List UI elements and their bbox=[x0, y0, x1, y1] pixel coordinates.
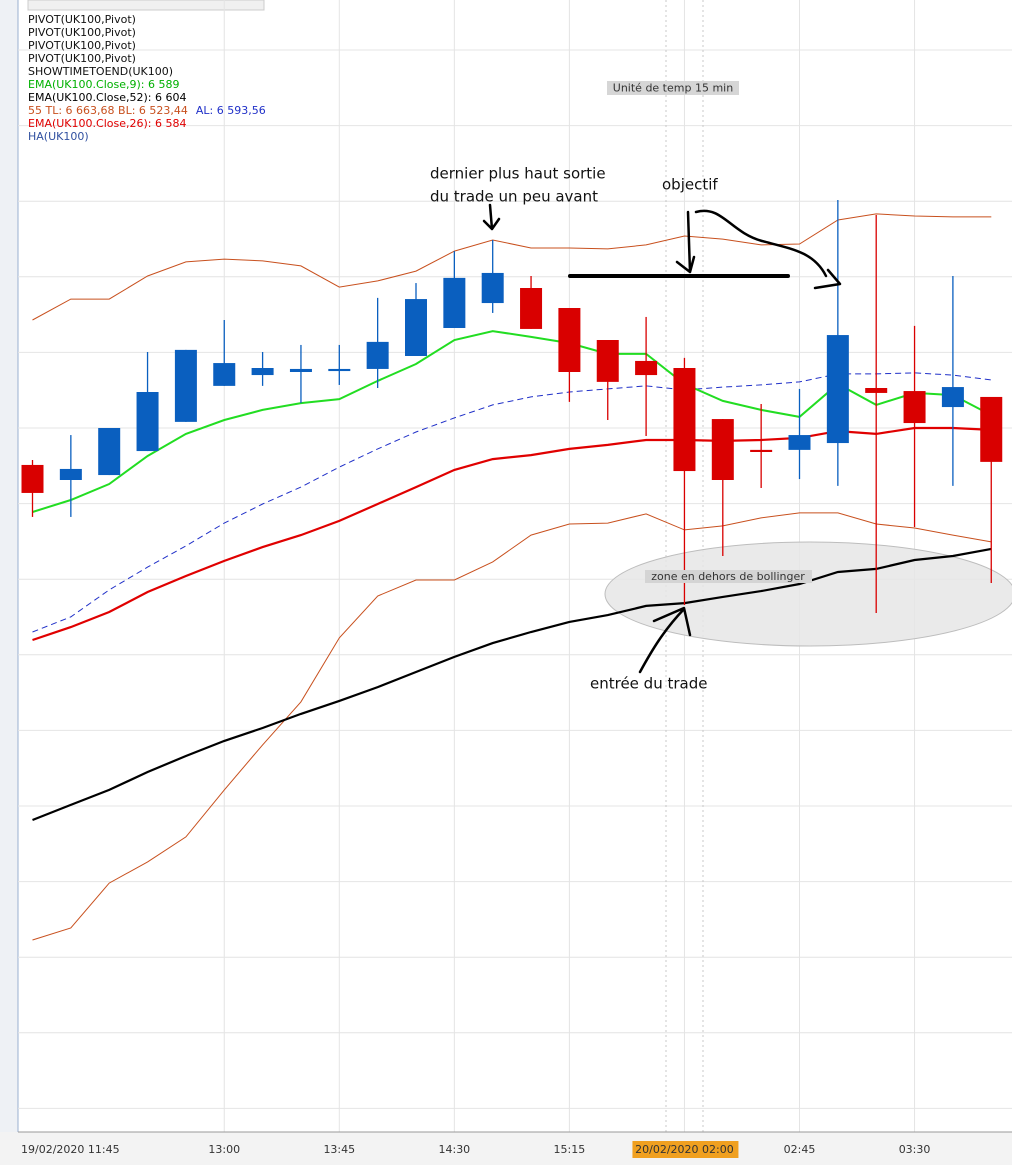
legend-entry: SHOWTIMETOEND(UK100) bbox=[28, 65, 173, 78]
legend-entry: AL: 6 593,56 bbox=[196, 104, 266, 117]
candle-body bbox=[443, 277, 466, 328]
candle-body bbox=[366, 341, 389, 369]
legend-entry: EMA(UK100.Close,9): 6 589 bbox=[28, 78, 179, 91]
zone-label-box bbox=[645, 570, 812, 583]
bollinger-middle bbox=[32, 372, 992, 633]
title-box bbox=[607, 81, 739, 95]
candle-body bbox=[289, 368, 312, 372]
annotation: du trade un peu avant bbox=[430, 188, 598, 206]
legend: PIVOT(UK100,Pivot)PIVOT(UK100,Pivot)PIVO… bbox=[28, 13, 266, 143]
candle-body bbox=[520, 288, 543, 329]
legend-entry: EMA(UK100.Close,26): 6 584 bbox=[28, 117, 186, 130]
legend-entry: PIVOT(UK100,Pivot) bbox=[28, 39, 136, 52]
bollinger-upper bbox=[32, 213, 992, 321]
candle-body bbox=[328, 368, 351, 372]
chart-title: Unité de temp 15 min bbox=[613, 82, 733, 95]
candle-body bbox=[481, 272, 504, 304]
x-tick-label: 13:00 bbox=[208, 1143, 240, 1156]
x-tick-label: 14:30 bbox=[438, 1143, 470, 1156]
x-axis: 19/02/2020 11:45 13:00 13:45 14:30 15:15 20/0… bbox=[21, 1141, 930, 1158]
hand-curve-arrow bbox=[694, 209, 842, 290]
candle-body bbox=[596, 340, 619, 382]
candle-body bbox=[174, 349, 197, 422]
bollinger-lower bbox=[32, 512, 992, 941]
hand-arrow bbox=[638, 606, 692, 674]
candle-body bbox=[865, 388, 888, 393]
x-tick-label: 15:15 bbox=[554, 1143, 586, 1156]
candle-body bbox=[213, 363, 236, 386]
annotation: entrée du trade bbox=[590, 675, 707, 693]
candle-body bbox=[826, 335, 849, 444]
candle-body bbox=[750, 449, 773, 452]
candle-body bbox=[788, 435, 811, 450]
zone-label: zone en dehors de bollinger bbox=[651, 570, 805, 583]
x-tick-label: 13:45 bbox=[323, 1143, 355, 1156]
candle-body bbox=[59, 468, 82, 480]
candle-body bbox=[136, 392, 159, 452]
candles bbox=[21, 200, 1003, 613]
hand-arrow bbox=[675, 210, 696, 274]
legend-entry: PIVOT(UK100,Pivot) bbox=[28, 13, 136, 26]
left-strip bbox=[0, 0, 18, 1165]
candle-body bbox=[558, 308, 581, 372]
x-axis-area bbox=[0, 1132, 1012, 1165]
x-tick-label: 02:45 bbox=[784, 1143, 816, 1156]
annotation: dernier plus haut sortie bbox=[430, 165, 606, 183]
x-tick-label: 20/02/2020 02:00 bbox=[635, 1143, 734, 1156]
candle-body bbox=[941, 387, 964, 408]
zone-ellipse bbox=[604, 541, 1012, 647]
current-time-box bbox=[632, 1141, 739, 1158]
candle-body bbox=[673, 368, 696, 472]
candle-body bbox=[635, 360, 658, 376]
legend-entry: PIVOT(UK100,Pivot) bbox=[28, 52, 136, 65]
ema-line bbox=[32, 547, 992, 822]
hand-arrow bbox=[482, 203, 501, 231]
toolbar bbox=[27, 0, 265, 11]
candle-body bbox=[251, 368, 274, 376]
legend-entry: HA(UK100) bbox=[28, 130, 89, 143]
candle-body bbox=[21, 464, 44, 493]
x-tick-label: 03:30 bbox=[899, 1143, 931, 1156]
annotation: objectif bbox=[662, 176, 718, 194]
legend-entry: EMA(UK100.Close,52): 6 604 bbox=[28, 91, 186, 104]
candle-body bbox=[980, 396, 1003, 462]
candle-body bbox=[903, 391, 926, 424]
legend-entry: 55 TL: 6 663,68 BL: 6 523,44 bbox=[28, 104, 188, 117]
candle-body bbox=[98, 428, 121, 476]
legend-entry: PIVOT(UK100,Pivot) bbox=[28, 26, 136, 39]
x-tick-label: 19/02/2020 11:45 bbox=[21, 1143, 120, 1156]
candle-body bbox=[711, 419, 734, 480]
candle-body bbox=[405, 299, 427, 356]
